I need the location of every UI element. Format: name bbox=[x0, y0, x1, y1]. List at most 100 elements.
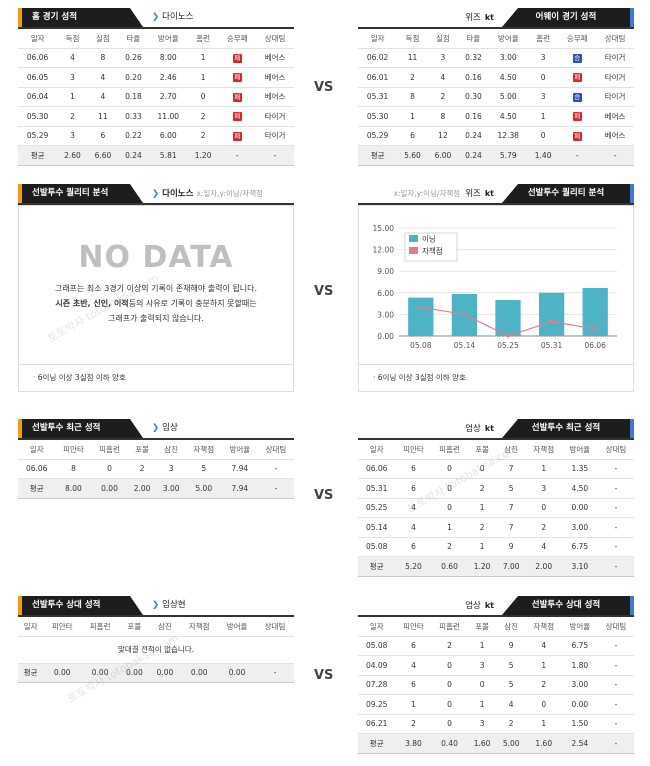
result-badge: 패 bbox=[232, 131, 242, 141]
table-cell: 05.29 bbox=[358, 126, 398, 146]
bar-innings bbox=[408, 297, 434, 336]
average-cell: 3.80 bbox=[395, 733, 432, 754]
away-team-name: 위즈 kt bbox=[465, 13, 494, 23]
x-tick-label: 05.25 bbox=[497, 341, 519, 350]
column-header: 방어율 bbox=[488, 29, 528, 49]
table-row: 06.01 2 4 0.16 4.50 0 패 타이거 bbox=[358, 67, 634, 88]
table-cell: 4.50 bbox=[561, 478, 598, 499]
table-cell: 베어스 bbox=[256, 87, 294, 107]
table-cell: 1 bbox=[525, 459, 562, 479]
table-cell: 6 bbox=[395, 459, 432, 479]
average-cell: 1.60 bbox=[467, 733, 497, 754]
kt-logo: kt bbox=[484, 13, 494, 22]
table-cell: 3 bbox=[156, 459, 186, 479]
average-cell: 1.20 bbox=[187, 145, 219, 166]
team-chevron-icon: ❯ bbox=[152, 12, 160, 22]
average-cell: 평균 bbox=[358, 733, 396, 754]
y-tick-label: 0.00 bbox=[377, 332, 394, 341]
table-cell: 0 bbox=[431, 498, 468, 518]
average-cell: - bbox=[257, 478, 294, 499]
table-cell: 6 bbox=[87, 126, 119, 146]
legend-label: 이닝 bbox=[422, 234, 436, 244]
column-header: 상대팀 bbox=[597, 617, 634, 637]
table-cell: 6.75 bbox=[561, 636, 598, 656]
table-cell: 1 bbox=[397, 106, 428, 127]
table-cell: 07.28 bbox=[358, 675, 396, 695]
quality-chart: 15.00 12.00 9.00 6.00 3.00 0.00 05.08 05.14 05.2… bbox=[373, 224, 617, 350]
table-cell: 11.00 bbox=[148, 106, 188, 127]
table-cell: 7 bbox=[496, 517, 526, 538]
table-cell: 0.22 bbox=[118, 126, 149, 146]
opp-right-panel: 엄상 kt 선발투수 상대 성적 일자 피안타 피홈런 포볼 삼진 자책점 방어율 상대팀 05.… bbox=[358, 596, 634, 754]
bar-innings bbox=[538, 292, 565, 336]
table-cell: - bbox=[597, 498, 634, 518]
column-header: 포볼 bbox=[467, 617, 497, 637]
column-header: 피홈런 bbox=[91, 440, 128, 460]
quality-right-footnote: · 6이닝 이상 3실점 이하 양호 bbox=[358, 365, 634, 392]
opp-left-table: 일자 피안타 피홈런 포볼 삼진 자책점 방어율 상대팀 맞대결 전적이 없습니다. 평균 0.00… bbox=[18, 617, 294, 683]
table-cell: 2 bbox=[187, 126, 219, 146]
average-cell: 5.00 bbox=[496, 733, 526, 754]
table-row: 06.06 4 8 0.26 8.00 1 패 베어스 bbox=[18, 48, 294, 68]
table-cell: 4.50 bbox=[488, 106, 528, 127]
table-row: 05.29 3 6 0.22 6.00 2 패 타이거 bbox=[18, 126, 294, 146]
table-cell: 0 bbox=[431, 478, 468, 499]
x-tick-label: 05.31 bbox=[541, 341, 563, 350]
average-cell: 5.79 bbox=[488, 145, 528, 166]
table-cell: 0 bbox=[525, 498, 562, 518]
y-tick-label: 12.00 bbox=[373, 246, 395, 255]
column-header: 홈런 bbox=[527, 29, 559, 49]
table-cell: 4 bbox=[395, 517, 432, 538]
result-badge: 패 bbox=[232, 73, 242, 82]
table-cell: 2.70 bbox=[148, 87, 188, 107]
table-cell: 05.08 bbox=[358, 636, 396, 656]
column-header: 실점 bbox=[427, 29, 459, 49]
result-cell: 승 bbox=[558, 48, 597, 68]
quality-left-tab: 선발투수 퀄리티 분석 bbox=[18, 184, 143, 203]
table-cell: 1 bbox=[527, 106, 559, 127]
column-header: 피홈런 bbox=[431, 617, 468, 637]
quality-left-footnote: · 6이닝 이상 3실점 이하 양호 bbox=[18, 365, 294, 392]
opp-right-header: 엄상 kt 선발투수 상대 성적 bbox=[358, 596, 634, 617]
table-cell: 2 bbox=[431, 537, 468, 557]
table-cell: 5 bbox=[496, 675, 526, 695]
average-cell: 1.40 bbox=[527, 145, 559, 166]
opp-left-header: 선발투수 상대 성적 ❯ 임상현 bbox=[18, 596, 294, 617]
average-cell: 2.54 bbox=[561, 733, 598, 754]
table-cell: 11 bbox=[397, 48, 428, 68]
average-cell: 5.00 bbox=[185, 478, 222, 499]
table-cell: 0 bbox=[527, 67, 559, 88]
table-cell: - bbox=[597, 478, 634, 499]
table-cell: 05.31 bbox=[358, 87, 398, 107]
table-cell: - bbox=[597, 636, 634, 656]
table-cell: 2 bbox=[431, 636, 468, 656]
column-header: 승무패 bbox=[218, 29, 257, 49]
table-cell: 타이거 bbox=[256, 126, 294, 146]
column-header: 일자 bbox=[358, 29, 398, 49]
table-cell: 1 bbox=[525, 655, 562, 676]
result-cell: 패 bbox=[218, 48, 257, 68]
table-cell: 0 bbox=[431, 714, 468, 734]
table-cell: 2 bbox=[397, 67, 428, 88]
table-cell: 2 bbox=[467, 478, 497, 499]
opp-left-pitcher: ❯ 임상현 bbox=[152, 600, 186, 610]
table-cell: 0.00 bbox=[561, 694, 598, 715]
table-cell: 06.05 bbox=[18, 67, 58, 88]
table-cell: 0.20 bbox=[118, 67, 149, 88]
column-header: 홈런 bbox=[187, 29, 219, 49]
average-cell: - bbox=[558, 145, 597, 166]
table-row: 06.06 6 0 0 7 1 1.35- bbox=[358, 459, 634, 479]
opp-right-tab: 선발투수 상대 성적 bbox=[502, 596, 634, 615]
table-cell: 9 bbox=[496, 537, 526, 557]
table-cell: 0 bbox=[431, 459, 468, 479]
column-header: 포볼 bbox=[119, 617, 150, 637]
table-cell: 0 bbox=[525, 694, 562, 715]
table-cell: 1 bbox=[525, 714, 562, 734]
column-header: 일자 bbox=[358, 617, 396, 637]
column-header: 피안타 bbox=[395, 440, 432, 460]
y-tick-label: 6.00 bbox=[377, 289, 394, 298]
average-row: 평균 3.80 0.40 1.60 5.00 1.60 2.54- bbox=[358, 733, 634, 754]
x-tick-label: 06.06 bbox=[584, 341, 606, 350]
table-cell: 2.46 bbox=[148, 67, 188, 88]
average-cell: 평균 bbox=[358, 145, 398, 166]
